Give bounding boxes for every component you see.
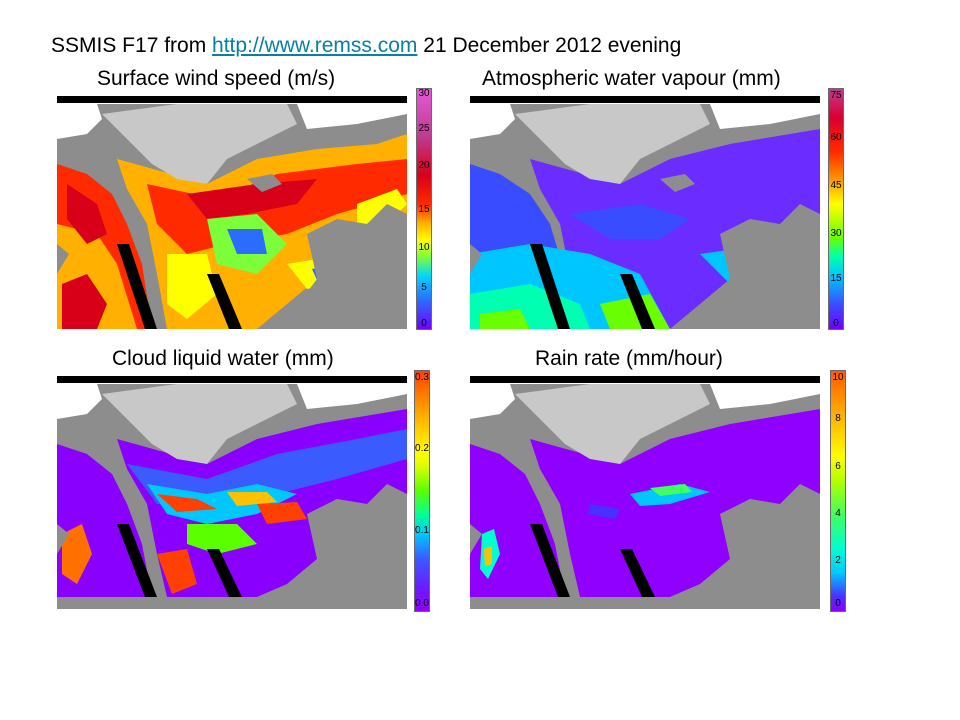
colorbar-tick: 15 bbox=[829, 273, 843, 284]
colorbar-tick: 30 bbox=[417, 88, 431, 99]
colorbar-tick: 0 bbox=[417, 318, 431, 329]
header-suffix: 21 December 2012 evening bbox=[417, 34, 681, 57]
colorbar-rain-rate bbox=[830, 370, 846, 612]
map-cloud-liquid-water bbox=[57, 384, 407, 609]
colorbar-tick: 8 bbox=[831, 413, 845, 424]
colorbar-tick: 0 bbox=[831, 598, 845, 609]
colorbar-tick: 0.3 bbox=[415, 372, 429, 383]
panel-title-cloud-water: Cloud liquid water (mm) bbox=[112, 346, 334, 372]
colorbar-tick: 5 bbox=[417, 282, 431, 293]
colorbar-tick: 10 bbox=[831, 372, 845, 383]
colorbar-tick: 0 bbox=[829, 318, 843, 329]
colorbar-tick: 60 bbox=[829, 132, 843, 143]
colorbar-tick: 6 bbox=[831, 461, 845, 472]
colorbar-tick: 15 bbox=[417, 204, 431, 215]
panel-title-rain-rate: Rain rate (mm/hour) bbox=[535, 346, 723, 372]
colorbar-tick: 30 bbox=[829, 228, 843, 239]
colorbar-tick: 75 bbox=[829, 90, 843, 101]
panel-title-water-vapour: Atmospheric water vapour (mm) bbox=[482, 66, 781, 92]
colorbar-tick: 2 bbox=[831, 555, 845, 566]
colorbar-water-vapour bbox=[828, 88, 844, 330]
colorbar-tick: 25 bbox=[417, 123, 431, 134]
figure-header: SSMIS F17 from http://www.remss.com 21 D… bbox=[51, 33, 681, 59]
colorbar-tick: 20 bbox=[417, 160, 431, 171]
map-water-vapour bbox=[470, 104, 820, 329]
colorbar-tick: 10 bbox=[417, 242, 431, 253]
swath-edge-bar bbox=[470, 96, 820, 103]
swath-edge-bar bbox=[470, 376, 820, 383]
panel-title-wind: Surface wind speed (m/s) bbox=[97, 66, 335, 92]
swath-edge-bar bbox=[57, 376, 407, 383]
remss-link[interactable]: http://www.remss.com bbox=[212, 34, 417, 57]
header-prefix: SSMIS F17 from bbox=[51, 34, 212, 57]
colorbar-tick: 0.1 bbox=[415, 525, 429, 536]
swath-edge-bar bbox=[57, 96, 407, 103]
colorbar-tick: 45 bbox=[829, 180, 843, 191]
colorbar-tick: 0.2 bbox=[415, 443, 429, 454]
colorbar-tick: 4 bbox=[831, 508, 845, 519]
map-wind-speed bbox=[57, 104, 407, 329]
colorbar-tick: 0.0 bbox=[415, 598, 429, 609]
colorbar-cloud-liquid-water bbox=[414, 370, 430, 612]
map-rain-rate bbox=[470, 384, 820, 609]
